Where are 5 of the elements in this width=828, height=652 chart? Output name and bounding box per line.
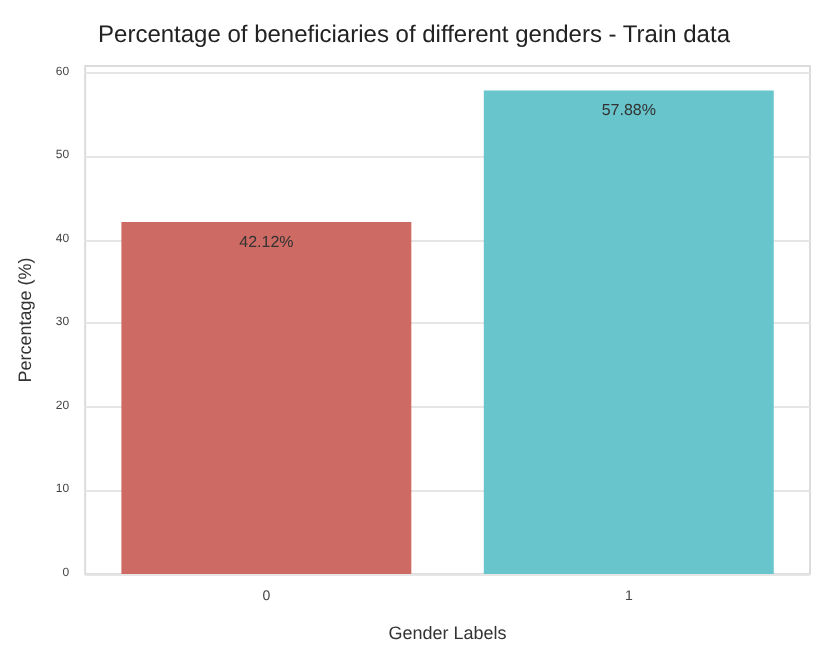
x-axis-title: Gender Labels [388,623,508,643]
y-axis-title: Percentage (%) [15,257,35,383]
chart-title: Percentage of beneficiaries of different genders - Train data [98,20,731,48]
data-label: 57.88% [601,101,656,120]
data-label: 42.12% [239,233,294,252]
